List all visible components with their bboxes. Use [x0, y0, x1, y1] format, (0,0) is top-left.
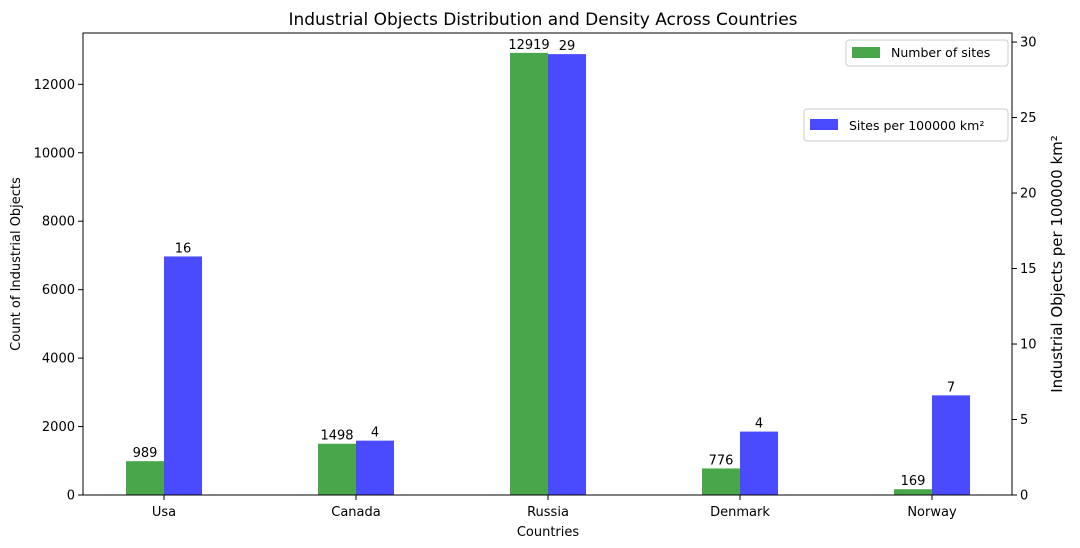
bar-sites-norway	[894, 489, 932, 495]
y-right-tick-label: 30	[1020, 36, 1037, 51]
bar-label-density-canada: 4	[371, 426, 379, 441]
x-tick-label-norway: Norway	[907, 505, 957, 520]
bars-number-of-sites	[126, 52, 932, 495]
bar-label-sites-norway: 169	[901, 474, 926, 489]
bars-sites-per-area	[164, 54, 970, 495]
y-axis-right-label: Industrial Objects per 100000 km²	[1048, 135, 1066, 393]
bar-label-density-usa: 16	[175, 241, 192, 256]
x-axis-ticks: Usa Canada Russia Denmark Norway	[152, 495, 957, 520]
y-right-tick-label: 20	[1020, 187, 1037, 202]
bar-density-norway	[932, 395, 970, 495]
bar-density-russia	[548, 54, 586, 495]
x-tick-label-russia: Russia	[527, 505, 569, 520]
bar-value-labels: 989 16 1498 4 12919 29 776 4 169 7	[133, 38, 956, 489]
bar-sites-usa	[126, 461, 164, 495]
y-right-tick-label: 5	[1020, 413, 1028, 428]
y-right-tick-label: 0	[1020, 489, 1028, 504]
y-left-tick-label: 4000	[42, 352, 75, 367]
x-tick-label-canada: Canada	[331, 505, 380, 520]
x-tick-label-denmark: Denmark	[710, 505, 770, 520]
chart-title: Industrial Objects Distribution and Dens…	[288, 10, 797, 30]
bar-sites-canada	[318, 443, 356, 495]
bar-label-sites-denmark: 776	[709, 453, 734, 468]
legend-sites-per-area: Sites per 100000 km²	[803, 108, 1009, 142]
y-left-tick-label: 6000	[42, 283, 75, 298]
bar-density-denmark	[740, 431, 778, 495]
y-left-tick-label: 12000	[34, 78, 75, 93]
legend-label-number-of-sites: Number of sites	[891, 45, 990, 60]
bar-sites-denmark	[702, 468, 740, 495]
y-right-tick-label: 10	[1020, 338, 1037, 353]
bar-label-density-russia: 29	[559, 39, 576, 54]
y-right-tick-label: 15	[1020, 262, 1037, 277]
bar-label-sites-usa: 989	[133, 446, 158, 461]
legend-swatch-sites-per-area	[810, 119, 838, 130]
bar-sites-russia	[510, 52, 548, 495]
y-axis-left-label: Count of Industrial Objects	[9, 177, 24, 351]
bar-label-density-norway: 7	[947, 380, 955, 395]
bar-density-usa	[164, 256, 202, 495]
legend-number-of-sites: Number of sites	[845, 39, 1009, 67]
legend-label-sites-per-area: Sites per 100000 km²	[849, 118, 984, 133]
x-axis-label: Countries	[517, 525, 580, 540]
bar-label-density-denmark: 4	[755, 417, 763, 432]
y-left-tick-label: 8000	[42, 215, 75, 230]
bar-label-sites-canada: 1498	[320, 429, 353, 444]
y-axis-right-ticks: 0 5 10 15 20 25 30	[1012, 36, 1037, 504]
x-tick-label-usa: Usa	[152, 505, 176, 520]
bar-density-canada	[356, 440, 394, 495]
bar-label-sites-russia: 12919	[508, 38, 549, 53]
y-right-tick-label: 25	[1020, 111, 1037, 126]
y-left-tick-label: 2000	[42, 420, 75, 435]
y-left-tick-label: 0	[67, 489, 75, 504]
y-left-tick-label: 10000	[34, 146, 75, 161]
legend-swatch-number-of-sites	[852, 47, 880, 58]
y-axis-left-ticks: 0 2000 4000 6000 8000 10000 12000	[34, 78, 83, 504]
